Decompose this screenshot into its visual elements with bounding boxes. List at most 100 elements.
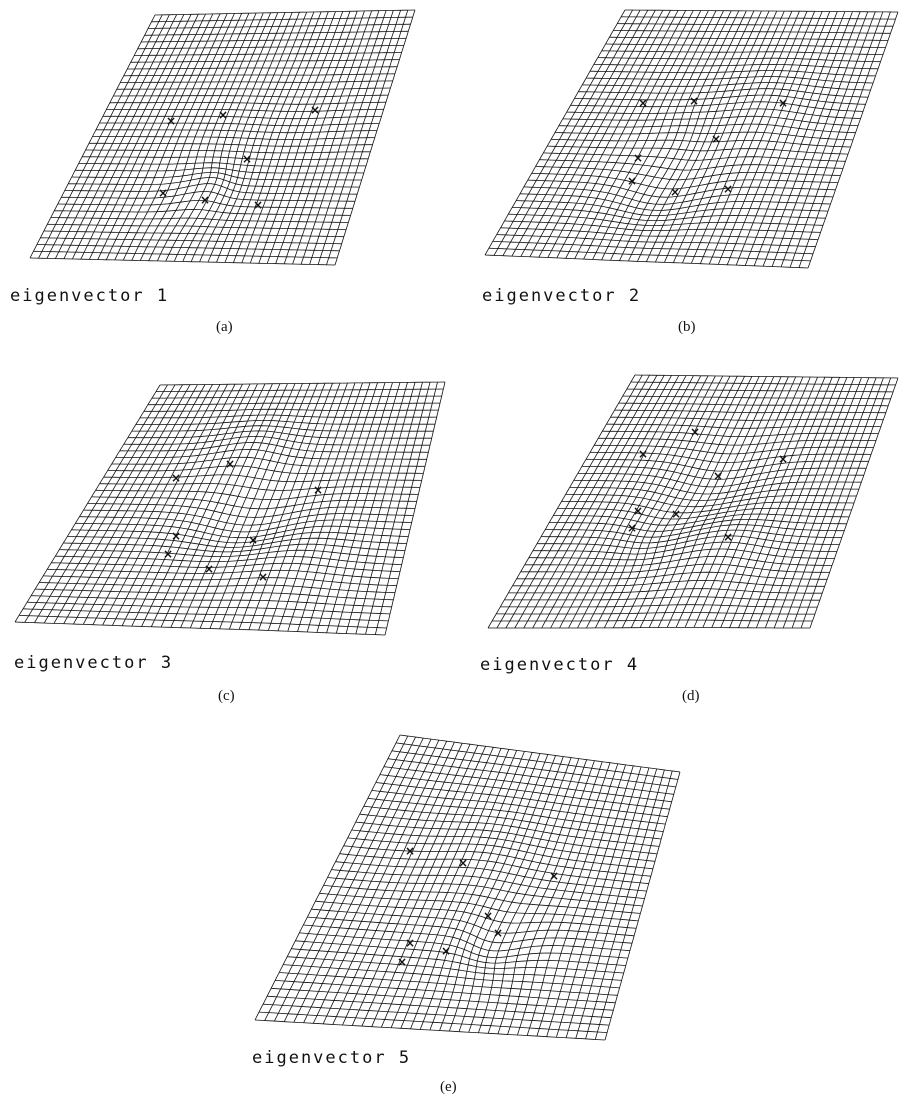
grid-column-line <box>505 375 650 629</box>
grid-column-line <box>92 384 221 625</box>
grid-column-line <box>497 760 595 1035</box>
grid-column-line <box>73 384 206 625</box>
panel-caption-e: (e) <box>440 1079 457 1095</box>
landmark-marker: × <box>310 103 320 117</box>
grid-column-line <box>371 747 494 1027</box>
grid-column-line <box>708 11 815 265</box>
landmark-marker: × <box>778 96 788 110</box>
panel-caption-d: (d) <box>682 688 700 704</box>
grid-column-line <box>789 11 884 268</box>
grid-column-line <box>496 374 643 629</box>
grid-column-line <box>88 13 206 260</box>
grid-column-line <box>655 10 770 263</box>
landmarks-d: × × × × × × × × <box>627 425 788 544</box>
grid-column-line <box>574 10 702 259</box>
grid-column-line <box>72 14 192 260</box>
grid-column-line <box>468 757 572 1033</box>
grid-column-line <box>648 376 767 628</box>
grid-column-line <box>410 751 525 1030</box>
grid-column-line <box>594 770 673 1040</box>
grid-row-line <box>327 877 643 907</box>
grid-row-line <box>29 257 336 266</box>
grid-column-line <box>546 765 634 1037</box>
grid-column-line <box>690 11 800 264</box>
grid-column-line <box>682 11 793 264</box>
grid-column-line <box>538 10 671 258</box>
grid-row-line <box>547 145 849 155</box>
grid-column-line <box>14 384 161 623</box>
landmark-marker: × <box>405 936 415 950</box>
grid-column-line <box>487 374 636 629</box>
grid-column-line <box>283 737 424 1022</box>
landmark-marker: × <box>171 471 181 485</box>
grid-column-line <box>63 384 198 624</box>
grid-row-line <box>54 208 351 216</box>
grid-row-line <box>50 217 349 223</box>
grid-column-line <box>43 384 183 624</box>
landmark-marker: × <box>689 94 699 108</box>
landmark-marker: × <box>200 193 210 207</box>
grid-column-line <box>536 764 626 1037</box>
landmark-marker: × <box>690 425 700 439</box>
grid-column-line <box>148 12 257 261</box>
panel-caption-b: (b) <box>678 319 696 335</box>
grid-column-line <box>517 762 611 1036</box>
grid-column-line <box>419 752 533 1030</box>
grid-column-line <box>34 384 176 623</box>
landmark-marker: × <box>633 504 643 518</box>
grid-column-line <box>744 11 846 266</box>
grid-column-line <box>747 377 848 628</box>
grid-column-line <box>219 383 318 629</box>
grid-row-line <box>578 88 869 98</box>
grid-column-line <box>791 377 884 629</box>
landmark-marker: × <box>441 944 451 958</box>
panel-c: × × × × × × × × eigenvector 3 (c) <box>14 381 446 704</box>
grid-column-line <box>556 10 687 259</box>
grid-column-line <box>478 758 580 1033</box>
landmark-marker: × <box>248 533 258 547</box>
grid-column-line <box>189 383 296 629</box>
grid-column-line <box>448 755 556 1032</box>
grid-column-line <box>559 375 694 629</box>
grid-column-line <box>646 10 762 262</box>
grid-column-line <box>771 11 869 267</box>
grid-column-line <box>610 10 732 261</box>
deformed-grid-b <box>484 9 899 269</box>
grid-column-line <box>507 761 603 1035</box>
grid-column-line <box>673 10 785 263</box>
grid-column-line <box>190 12 293 262</box>
grid-column-line <box>141 383 258 627</box>
grid-row-line <box>299 932 628 959</box>
landmark-marker: × <box>171 529 181 543</box>
grid-row-line <box>566 108 861 119</box>
grid-column-line <box>702 376 811 628</box>
grid-row-line <box>554 131 854 141</box>
grid-column-line <box>729 377 833 628</box>
grid-row-line <box>543 152 846 162</box>
grid-row-line <box>82 156 369 160</box>
grid-row-line <box>75 522 411 539</box>
landmark-marker: × <box>711 132 721 146</box>
panel-label-c: eigenvector 3 <box>14 653 173 673</box>
panel-label-a: eigenvector 1 <box>10 286 169 306</box>
grid-column-line <box>216 11 315 263</box>
grid-column-line <box>738 377 840 628</box>
grid-column-line <box>182 12 286 262</box>
grid-column-line <box>131 13 243 261</box>
grid-column-line <box>487 759 588 1034</box>
panel-d: × × × × × × × × eigenvector 4 (d) <box>480 374 899 704</box>
panel-caption-a: (a) <box>216 319 233 335</box>
grid-column-line <box>238 383 333 630</box>
grid-column-line <box>577 375 709 629</box>
grid-column-line <box>165 12 271 262</box>
grid-column-line <box>585 769 665 1040</box>
grid-column-line <box>292 10 380 265</box>
grid-column-line <box>782 377 877 629</box>
grid-column-line <box>351 745 479 1026</box>
landmark-marker: × <box>638 447 648 461</box>
grid-column-line <box>274 736 416 1022</box>
grid-column-line <box>312 741 448 1024</box>
grid-column-line <box>258 382 348 631</box>
landmarks-e: ×××××××× <box>397 844 559 969</box>
panel-b: × × × × × × × × eigenvector 2 (b) <box>482 9 899 335</box>
